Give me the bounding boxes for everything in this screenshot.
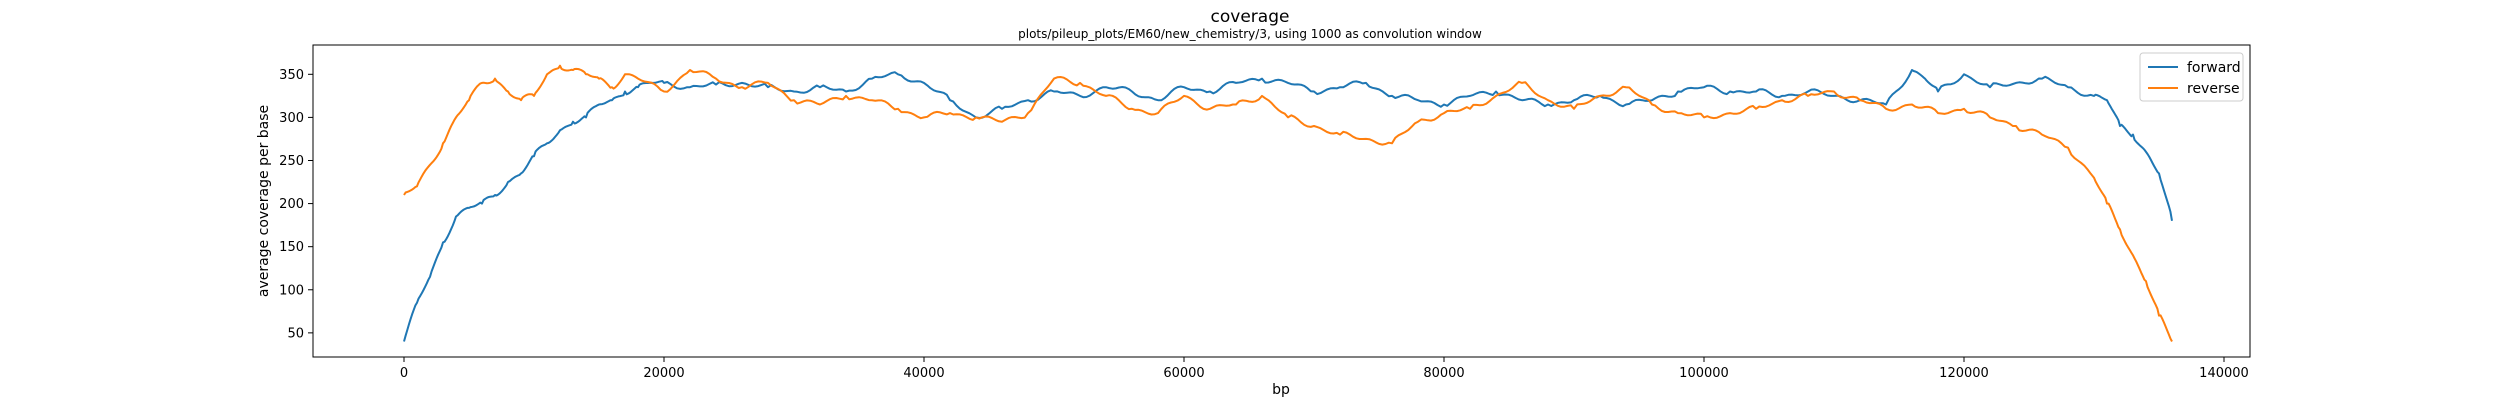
x-tick-label: 40000 xyxy=(903,366,944,381)
series-line-reverse xyxy=(403,64,2173,342)
y-tick-label: 350 xyxy=(279,68,304,83)
x-axis-label: bp xyxy=(1272,382,1290,398)
plot-frame xyxy=(312,44,2251,358)
y-tick-label: 150 xyxy=(279,240,304,255)
chart-title: coverage xyxy=(1211,7,1290,27)
legend-label-forward: forward xyxy=(2187,60,2241,76)
y-tick-label: 300 xyxy=(279,111,304,126)
series-line-forward xyxy=(403,69,2173,342)
series-layer xyxy=(403,64,2173,342)
x-tick-label: 0 xyxy=(400,366,408,381)
legend-label-reverse: reverse xyxy=(2187,81,2240,97)
x-tick-label: 20000 xyxy=(643,366,684,381)
y-tick-label: 50 xyxy=(287,326,304,341)
y-tick-label: 250 xyxy=(279,154,304,169)
y-tick-label: 200 xyxy=(279,197,304,212)
y-axis-label: average coverage per base xyxy=(256,105,272,297)
x-tick-label: 100000 xyxy=(1679,366,1729,381)
chart-subtitle: plots/pileup_plots/EM60/new_chemistry/3,… xyxy=(1018,27,1482,41)
y-axis-ticks: 50 100 150 200 250 300 350 xyxy=(279,68,313,341)
x-tick-label: 140000 xyxy=(2199,366,2249,381)
x-axis-ticks: 0 20000 40000 60000 80000 100000 120000 140000 xyxy=(400,357,2249,381)
x-tick-label: 120000 xyxy=(1939,366,1989,381)
x-tick-label: 60000 xyxy=(1163,366,1204,381)
plot-area: 0 20000 40000 60000 80000 100000 120000 140000 … xyxy=(279,44,2251,381)
y-tick-label: 100 xyxy=(279,283,304,298)
x-tick-label: 80000 xyxy=(1423,366,1464,381)
legend: forward reverse xyxy=(2139,52,2244,102)
